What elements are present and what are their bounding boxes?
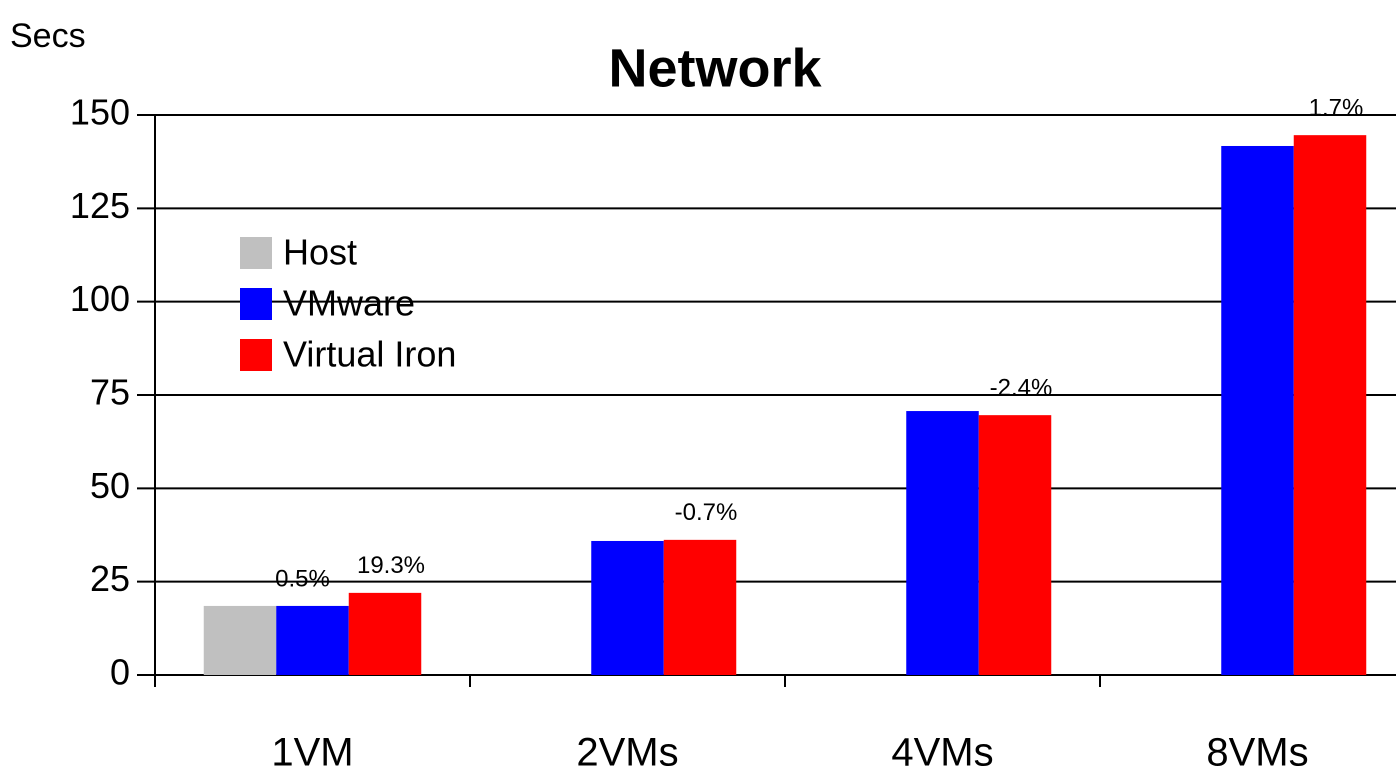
bar <box>276 605 349 675</box>
legend-swatch <box>240 237 272 269</box>
bar <box>203 605 277 675</box>
bar <box>978 415 1052 675</box>
y-tick-label: 125 <box>70 185 130 226</box>
legend-swatch <box>240 339 272 371</box>
x-tick-label: 8VMs <box>1206 731 1308 775</box>
bar <box>348 592 422 675</box>
x-tick-label: 1VM <box>271 731 353 775</box>
annotation: -0.7% <box>675 499 738 526</box>
x-tick-label: 2VMs <box>576 731 678 775</box>
y-tick-label: 75 <box>90 372 130 413</box>
annotation: -2.4% <box>990 375 1053 402</box>
y-tick-label: 0 <box>110 652 130 693</box>
legend-label: Virtual Iron <box>283 334 456 375</box>
x-tick-label: 4VMs <box>891 731 993 775</box>
y-tick-label: 25 <box>90 558 130 599</box>
y-tick-label: 150 <box>70 92 130 133</box>
legend-swatch <box>240 288 272 320</box>
annotation: 0.5% <box>275 565 330 592</box>
y-axis-label: Secs <box>10 17 86 55</box>
bar <box>1221 145 1294 675</box>
y-tick-label: 50 <box>90 465 130 506</box>
annotation: 1.7% <box>1309 95 1364 122</box>
legend-label: Host <box>283 232 357 273</box>
bar <box>663 539 737 675</box>
chart-title: Network <box>608 38 822 98</box>
annotation: 19.3% <box>357 552 425 579</box>
bar <box>591 540 664 675</box>
y-tick-label: 100 <box>70 278 130 319</box>
bar <box>1293 135 1367 675</box>
legend-label: VMware <box>283 283 415 324</box>
bar <box>906 411 979 675</box>
